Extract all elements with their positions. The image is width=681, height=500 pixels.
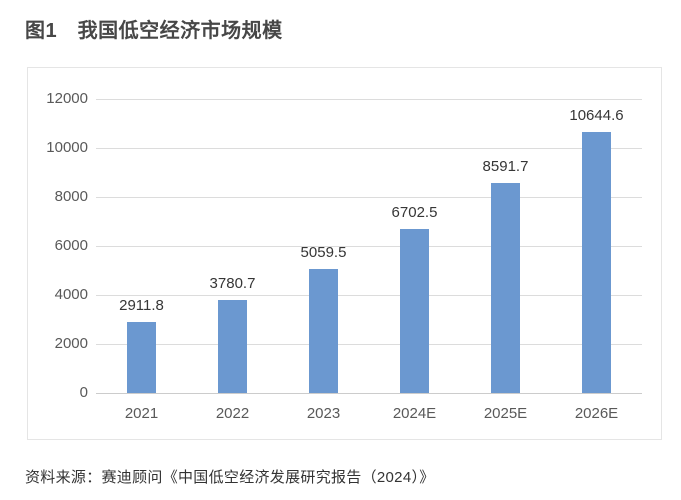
source-note: 资料来源：赛迪顾问《中国低空经济发展研究报告（2024）》 xyxy=(25,469,435,486)
y-axis-tick-label: 12000 xyxy=(46,90,88,107)
x-axis-tick-label: 2022 xyxy=(215,405,250,422)
bar-2024E xyxy=(400,228,429,393)
x-axis-line xyxy=(96,392,642,394)
y-axis-tick-label: 6000 xyxy=(54,237,88,254)
x-axis-tick-label: 2023 xyxy=(306,405,341,422)
chart-card: 2911.8 2021 3780.7 2022 5059.5 2023 6702.5 2024… xyxy=(27,67,662,440)
bar-2025E xyxy=(491,182,520,393)
bar-value-label: 8591.7 xyxy=(482,157,529,175)
bar-value-label: 2911.8 xyxy=(119,296,164,314)
gridline xyxy=(96,343,642,345)
bar-2023 xyxy=(309,269,338,393)
gridline xyxy=(96,196,642,198)
y-axis-tick-label: 8000 xyxy=(54,188,88,205)
y-axis-tick-label: 4000 xyxy=(54,286,88,303)
x-axis-tick-label: 2026E xyxy=(574,405,619,422)
bar-2021 xyxy=(127,321,156,393)
plot-area: 2911.8 2021 3780.7 2022 5059.5 2023 6702.5 2024… xyxy=(96,98,642,422)
bar-value-label: 10644.6 xyxy=(569,107,624,125)
gridline xyxy=(96,98,642,100)
gridline xyxy=(96,147,642,149)
gridline xyxy=(96,245,642,247)
x-axis-tick-label: 2025E xyxy=(483,405,528,422)
figure-title: 图1 我国低空经济市场规模 xyxy=(25,20,283,42)
y-axis-tick-label: 10000 xyxy=(46,139,88,156)
x-axis-tick-label: 2024E xyxy=(392,405,437,422)
bar-value-label: 5059.5 xyxy=(300,244,347,262)
bar-2026E xyxy=(582,132,611,393)
y-axis-tick-label: 2000 xyxy=(54,335,88,352)
bar-2022 xyxy=(218,300,247,393)
x-axis-tick-label: 2021 xyxy=(124,405,159,422)
gridline xyxy=(96,294,642,296)
bar-value-label: 6702.5 xyxy=(391,203,438,221)
bar-value-label: 3780.7 xyxy=(209,275,256,293)
y-axis-tick-label: 0 xyxy=(79,384,88,401)
